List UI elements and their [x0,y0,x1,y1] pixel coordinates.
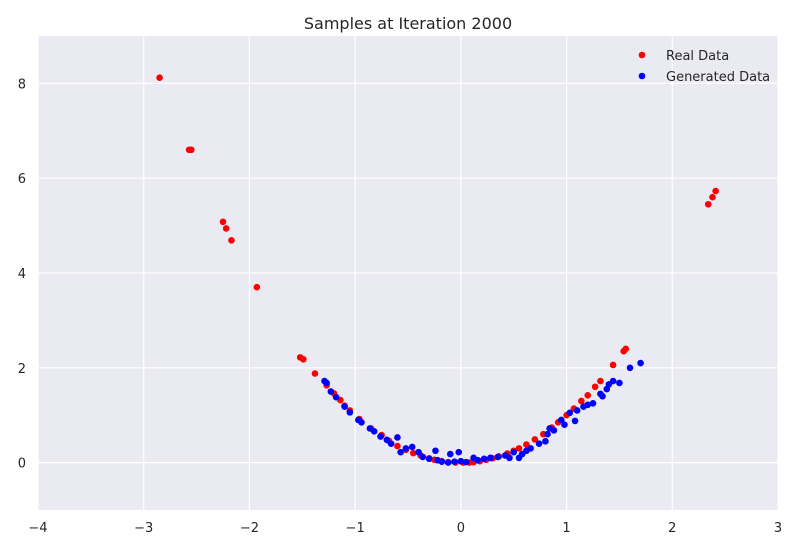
data-point [557,416,565,424]
data-point [370,428,378,435]
data-point [387,440,395,447]
data-point [383,436,391,444]
data-point [531,436,539,443]
data-points [156,74,719,466]
data-point [323,379,330,387]
data-point [457,457,465,465]
y-tick-label: 8 [18,77,26,92]
data-point [589,400,597,407]
data-point [626,364,634,372]
x-tick-label: −3 [134,521,153,536]
data-point [228,236,235,244]
data-point [535,440,543,447]
x-tick-label: 3 [774,521,782,536]
data-point [573,407,581,414]
data-point [425,455,433,463]
data-point [561,421,568,428]
data-point [402,445,410,452]
data-point [584,401,592,409]
data-point [709,193,716,201]
data-point [591,383,599,391]
data-point [616,379,623,387]
series-generated-data [321,359,644,466]
data-point [409,449,417,457]
legend-label: Real Data [666,49,729,64]
data-point [187,146,195,154]
data-point [578,397,585,405]
x-tick-label: 1 [562,521,570,536]
data-point [432,447,439,455]
x-tick-label: 2 [668,521,676,536]
data-point [584,391,592,399]
data-point [346,409,354,416]
data-point [609,377,617,385]
data-point [506,454,513,462]
data-point [311,370,319,377]
data-point [597,377,604,385]
x-tick-label: −4 [28,521,47,536]
data-point [408,443,416,451]
data-point [300,355,307,363]
x-tick-label: 0 [457,521,465,536]
y-tick-label: 0 [18,457,26,472]
data-point [566,409,574,417]
data-point [446,450,454,458]
data-point [571,417,579,425]
data-point [415,448,422,456]
data-point [253,283,261,291]
data-point [480,455,488,463]
data-point [542,437,549,445]
data-point [599,392,606,400]
x-tick-label: −2 [240,521,259,536]
data-point [474,456,482,464]
data-point [637,359,644,367]
grid-lines [37,36,779,510]
data-point [394,434,401,441]
data-point [455,448,463,456]
y-tick-labels: 0 2 4 6 8 [18,77,26,471]
data-point [510,448,518,456]
y-tick-label: 6 [18,172,26,187]
legend-marker [638,51,646,59]
y-tick-label: 2 [18,362,26,377]
data-point [622,345,630,353]
data-point [419,453,427,461]
data-point [704,200,712,208]
data-point [156,74,163,82]
data-point [341,403,348,410]
data-point [462,458,470,466]
data-point [444,459,452,466]
data-point [609,361,617,369]
data-point [438,458,446,465]
data-point [523,441,530,448]
data-point [451,458,458,465]
legend-marker [638,72,646,80]
data-point [397,448,404,456]
data-point [377,433,384,440]
data-point [515,445,523,452]
data-point [712,187,719,195]
chart-title: Samples at Iteration 2000 [304,14,512,33]
data-point [550,427,558,434]
data-point [219,218,227,226]
data-point [222,225,230,232]
data-point [327,388,335,395]
data-point [358,419,365,426]
data-point [487,454,494,462]
legend-label: Generated Data [666,70,770,85]
data-point [494,453,502,461]
legend: Real Data Generated Data [638,49,770,85]
x-tick-labels: −4 −3 −2 −1 0 1 2 3 [28,521,782,536]
data-point [527,445,534,452]
data-point [332,393,340,401]
data-point [544,430,551,438]
y-tick-label: 4 [18,267,26,282]
x-tick-label: −1 [346,521,365,536]
data-point [394,442,401,450]
